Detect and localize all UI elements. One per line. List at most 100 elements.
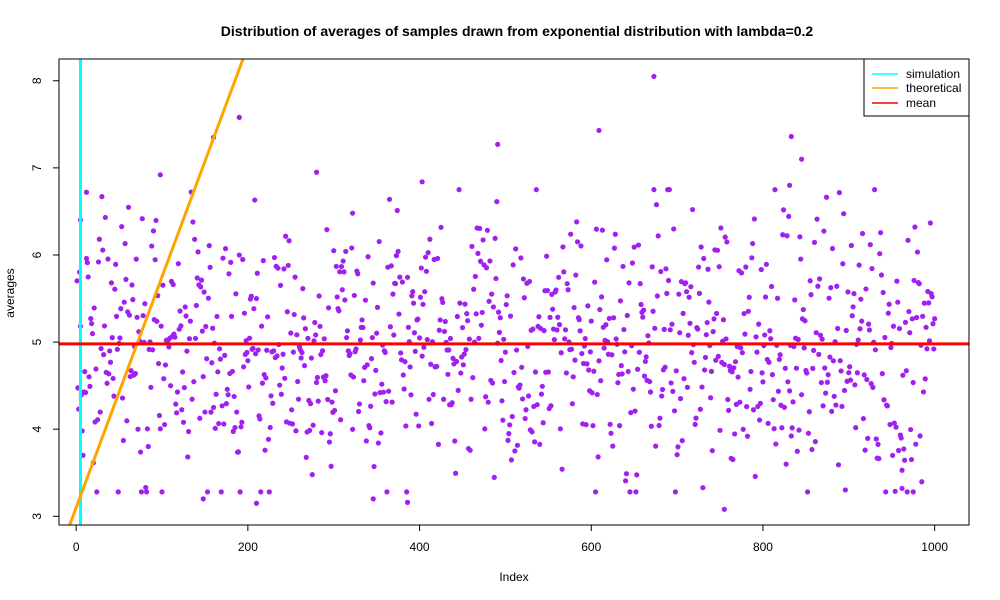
data-point — [896, 325, 903, 332]
data-point — [829, 408, 835, 414]
data-point — [507, 313, 514, 319]
data-point — [214, 313, 220, 320]
data-point — [349, 245, 355, 251]
data-point-outlier — [786, 182, 793, 188]
data-point — [129, 282, 135, 288]
theoretical-line — [68, 59, 245, 525]
data-point — [159, 489, 165, 495]
data-point — [331, 407, 338, 414]
data-point — [750, 240, 756, 247]
data-point — [677, 330, 683, 336]
data-point — [695, 264, 702, 270]
data-point — [360, 324, 366, 331]
data-point — [137, 449, 144, 455]
data-point — [445, 371, 451, 377]
data-point — [440, 299, 446, 306]
data-point — [263, 375, 269, 381]
data-point — [207, 264, 213, 270]
data-point — [888, 344, 894, 351]
data-point — [245, 358, 251, 364]
data-point — [851, 291, 857, 297]
data-point — [278, 391, 284, 397]
data-point — [692, 421, 698, 427]
data-point — [564, 281, 570, 287]
data-point — [773, 441, 779, 447]
data-point — [422, 254, 429, 260]
data-point — [872, 347, 879, 353]
data-point — [878, 272, 885, 278]
data-point — [114, 346, 120, 352]
data-point — [835, 325, 841, 332]
data-point — [195, 249, 201, 255]
data-point — [651, 187, 657, 193]
data-point — [409, 293, 415, 299]
data-point — [666, 187, 672, 193]
data-point — [521, 295, 527, 301]
data-point — [483, 265, 490, 271]
data-point — [579, 350, 585, 357]
data-point — [559, 466, 565, 472]
data-point-outlier — [899, 485, 905, 492]
data-point — [856, 262, 862, 268]
data-point — [759, 370, 765, 376]
data-point — [648, 423, 654, 429]
data-point — [659, 386, 666, 393]
data-point — [236, 252, 242, 258]
data-point — [569, 401, 575, 407]
data-point — [367, 425, 373, 431]
data-point — [231, 393, 237, 400]
data-point — [701, 255, 707, 262]
data-point — [805, 430, 812, 436]
data-point — [238, 424, 244, 430]
data-point — [356, 408, 362, 415]
data-point — [662, 364, 668, 370]
data-point — [268, 393, 274, 399]
data-point — [632, 408, 638, 414]
data-point — [321, 336, 327, 342]
data-point — [97, 409, 103, 415]
data-point — [720, 317, 727, 323]
data-point — [578, 243, 584, 249]
data-point — [316, 293, 322, 299]
data-point — [740, 426, 746, 432]
data-point — [512, 448, 518, 454]
data-point — [830, 358, 836, 364]
data-point — [453, 470, 459, 476]
data-point — [599, 227, 606, 233]
data-point — [307, 401, 314, 407]
data-point — [202, 409, 208, 415]
data-point — [927, 220, 933, 226]
data-point — [914, 314, 920, 321]
data-point — [795, 336, 801, 343]
data-point — [877, 251, 883, 257]
data-point — [408, 392, 414, 398]
data-point — [842, 487, 848, 493]
data-point — [817, 276, 823, 282]
data-point — [673, 368, 679, 374]
data-point — [744, 433, 751, 439]
data-point — [312, 319, 318, 326]
data-point — [392, 281, 399, 287]
data-point — [234, 409, 240, 415]
data-point — [138, 489, 145, 495]
data-point — [284, 309, 290, 315]
data-point — [924, 346, 930, 352]
data-point — [622, 349, 628, 355]
data-point — [109, 335, 115, 341]
data-point — [919, 479, 925, 485]
data-point — [713, 357, 719, 363]
data-point — [585, 303, 591, 309]
data-point — [762, 294, 769, 300]
data-point — [246, 335, 253, 341]
data-point — [379, 381, 385, 387]
data-point — [916, 281, 922, 287]
data-point — [763, 261, 769, 267]
data-point — [489, 291, 495, 297]
data-point — [627, 489, 633, 495]
x-tick-label: 400 — [410, 540, 430, 554]
data-point — [838, 368, 844, 374]
data-point — [729, 369, 735, 375]
data-point — [427, 236, 433, 242]
data-point — [930, 321, 936, 327]
